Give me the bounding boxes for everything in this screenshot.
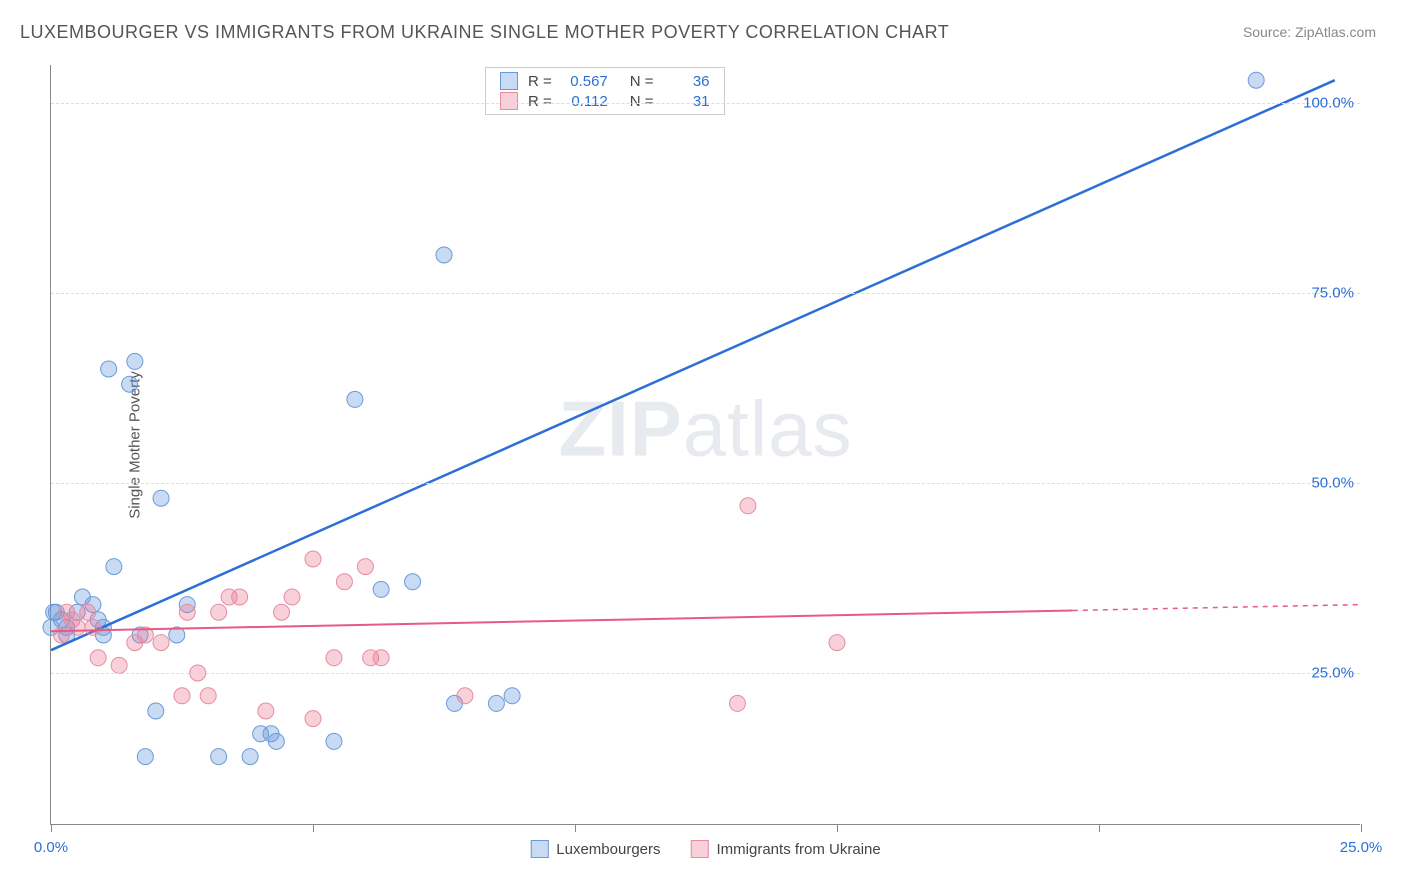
stats-legend: R = 0.567 N = 36 R = 0.112 N = 31 [485,67,725,115]
data-point [232,589,248,605]
data-point [153,490,169,506]
data-point [326,650,342,666]
data-point [211,604,227,620]
x-tick [575,824,576,832]
data-point [111,657,127,673]
data-point [90,650,106,666]
data-point [174,688,190,704]
data-point [436,247,452,263]
data-point [211,749,227,765]
y-tick-label: 25.0% [1311,665,1354,682]
gridline [51,673,1360,674]
data-point [200,688,216,704]
x-tick [837,824,838,832]
data-point [504,688,520,704]
data-point [258,703,274,719]
data-point [106,559,122,575]
chart-container: LUXEMBOURGER VS IMMIGRANTS FROM UKRAINE … [0,0,1406,892]
legend-label: Immigrants from Ukraine [717,841,881,858]
data-point [274,604,290,620]
data-point [137,749,153,765]
data-point [69,619,85,635]
legend-swatch [500,72,518,90]
data-point [357,559,373,575]
x-tick [51,824,52,832]
x-tick [1099,824,1100,832]
legend-swatch [691,840,709,858]
trend-line [51,610,1073,631]
data-point [305,711,321,727]
plot-svg [51,65,1360,824]
legend-label: Luxembourgers [556,841,660,858]
data-point [729,695,745,711]
y-tick-label: 50.0% [1311,475,1354,492]
stats-legend-row: R = 0.567 N = 36 [500,72,710,90]
data-point [85,619,101,635]
data-point [373,650,389,666]
y-tick-label: 75.0% [1311,285,1354,302]
n-value: 31 [664,93,710,110]
data-point [405,574,421,590]
data-point [148,703,164,719]
data-point [336,574,352,590]
data-point [488,695,504,711]
legend-item: Luxembourgers [530,840,660,858]
x-tick [1361,824,1362,832]
series-legend: Luxembourgers Immigrants from Ukraine [530,840,880,858]
legend-swatch [530,840,548,858]
data-point [179,604,195,620]
gridline [51,483,1360,484]
r-value: 0.567 [562,73,608,90]
data-point [829,635,845,651]
data-point [457,688,473,704]
data-point [122,376,138,392]
r-label: R = [528,93,552,110]
n-value: 36 [664,73,710,90]
x-tick-label: 0.0% [34,839,68,856]
chart-title: LUXEMBOURGER VS IMMIGRANTS FROM UKRAINE … [20,22,949,43]
data-point [326,733,342,749]
plot-area: Single Mother Poverty ZIPatlas R =0.567N… [50,65,1360,825]
data-point [80,604,96,620]
r-value: 0.112 [562,93,608,110]
data-point [1248,72,1264,88]
n-label: N = [630,93,654,110]
gridline [51,293,1360,294]
n-label: N = [630,73,654,90]
stats-legend-row: R = 0.112 N = 31 [500,92,710,110]
r-label: R = [528,73,552,90]
data-point [242,749,258,765]
data-point [153,635,169,651]
legend-swatch [500,92,518,110]
source-attribution: Source: ZipAtlas.com [1243,24,1376,40]
data-point [268,733,284,749]
legend-item: Immigrants from Ukraine [691,840,881,858]
data-point [127,353,143,369]
trend-line [51,80,1335,650]
gridline [51,103,1360,104]
data-point [284,589,300,605]
data-point [53,627,69,643]
data-point [347,391,363,407]
data-point [305,551,321,567]
x-tick [313,824,314,832]
data-point [101,361,117,377]
data-point [373,581,389,597]
trend-line-dashed [1073,605,1361,611]
data-point [740,498,756,514]
y-tick-label: 100.0% [1303,95,1354,112]
x-tick-label: 25.0% [1340,839,1383,856]
